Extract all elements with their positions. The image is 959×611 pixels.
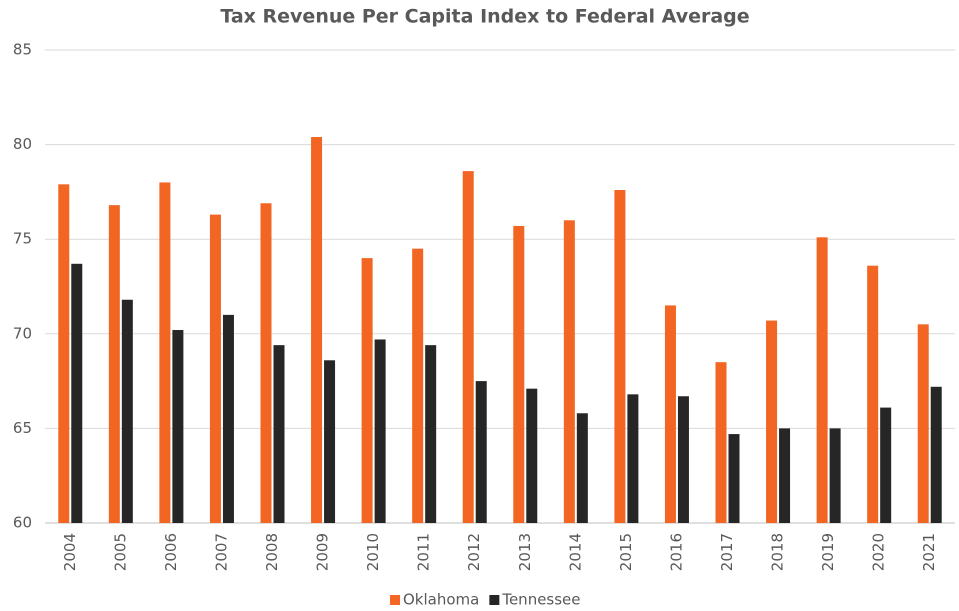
- bar: [209, 214, 221, 523]
- bar: [766, 320, 778, 523]
- x-tick-label: 2006: [162, 533, 180, 571]
- y-tick-label: 65: [13, 419, 32, 437]
- bar: [779, 428, 791, 523]
- bar: [867, 265, 879, 523]
- bar: [664, 305, 676, 523]
- bar: [627, 394, 639, 523]
- bar: [917, 324, 929, 523]
- x-tick-label: 2011: [415, 533, 433, 571]
- bar: [108, 205, 120, 524]
- bar: [324, 360, 336, 523]
- bar: [58, 184, 70, 523]
- bar: [412, 248, 424, 523]
- bar: [361, 258, 373, 523]
- x-tick-label: 2010: [364, 533, 382, 571]
- y-tick-label: 80: [13, 135, 32, 153]
- x-tick-label: 2009: [314, 533, 332, 571]
- bar: [829, 428, 841, 523]
- bar: [425, 345, 437, 523]
- y-tick-label: 60: [13, 514, 32, 532]
- y-tick-label: 85: [13, 41, 32, 59]
- bar: [374, 339, 386, 523]
- bar: [475, 381, 487, 523]
- bar: [880, 407, 892, 523]
- x-tick-label: 2005: [111, 533, 129, 571]
- legend-label: Oklahoma: [403, 591, 479, 609]
- y-tick-label: 75: [13, 230, 32, 248]
- bar: [677, 396, 689, 523]
- bar: [273, 345, 285, 523]
- x-tick-label: 2014: [566, 533, 584, 571]
- x-tick-label: 2021: [920, 533, 938, 571]
- bar: [816, 237, 828, 524]
- bar: [71, 263, 83, 523]
- x-tick-label: 2020: [870, 533, 888, 571]
- bar: [614, 190, 626, 523]
- bar: [121, 299, 133, 523]
- x-tick-label: 2012: [465, 533, 483, 571]
- bar: [715, 362, 727, 523]
- x-tick-label: 2019: [819, 533, 837, 571]
- x-tick-label: 2015: [617, 533, 635, 571]
- x-tick-label: 2018: [769, 533, 787, 571]
- bar: [576, 413, 588, 523]
- bar: [563, 220, 575, 523]
- bar: [311, 137, 323, 524]
- bar: [462, 171, 474, 523]
- bar: [930, 386, 942, 523]
- bar: [260, 203, 272, 523]
- bar: [513, 225, 525, 523]
- bar: [159, 182, 171, 523]
- bar: [728, 434, 740, 523]
- bar: [172, 330, 184, 523]
- chart-title: Tax Revenue Per Capita Index to Federal …: [220, 6, 749, 28]
- x-tick-label: 2007: [212, 533, 230, 571]
- x-tick-label: 2008: [263, 533, 281, 571]
- legend-label: Tennessee: [501, 591, 580, 609]
- bar: [222, 314, 234, 523]
- y-tick-label: 70: [13, 324, 32, 342]
- x-tick-label: 2017: [718, 533, 736, 571]
- legend-swatch: [489, 595, 500, 605]
- x-tick-label: 2016: [667, 533, 685, 571]
- x-tick-label: 2013: [516, 533, 534, 571]
- x-tick-label: 2004: [61, 533, 79, 571]
- legend-swatch: [390, 595, 400, 605]
- bar: [526, 388, 538, 523]
